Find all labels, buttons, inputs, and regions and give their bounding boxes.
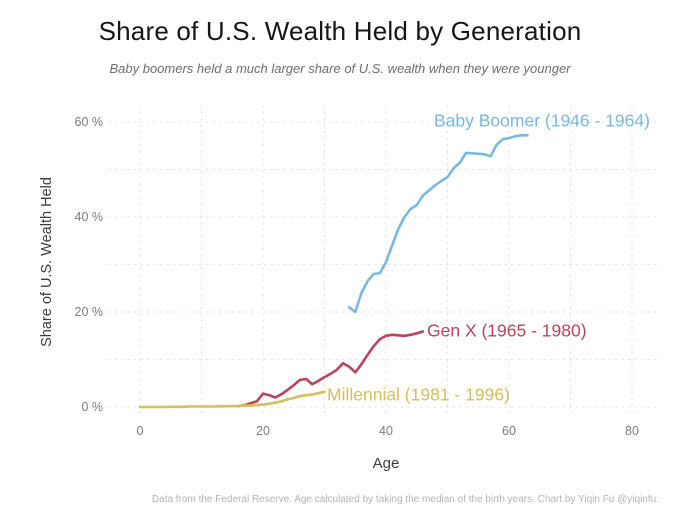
x-tick-label: 40 [379, 424, 393, 438]
series-label-baby: Baby Boomer (1946 - 1964) [434, 110, 650, 131]
y-tick-label: 20 % [74, 305, 104, 319]
series-line-baby [347, 134, 529, 314]
y-tick-label: 40 % [74, 210, 104, 224]
series-label-gen: Gen X (1965 - 1980) [427, 320, 587, 341]
y-tick-label: 0 % [81, 400, 103, 414]
series-line-gen [237, 330, 425, 408]
footer-credit: Data from the Federal Reserve. Age calcu… [151, 494, 659, 505]
y-tick-label: 60 % [74, 115, 104, 129]
chart-title: Share of U.S. Wealth Held by Generation [98, 16, 582, 46]
x-tick-label: 0 [136, 424, 144, 438]
x-tick-label: 60 [502, 424, 516, 438]
x-tick-label: 80 [625, 424, 639, 438]
series-label-millennial: Millennial (1981 - 1996) [327, 384, 510, 405]
series-line-millennial [138, 390, 326, 409]
chart-subtitle: Baby boomers held a much larger share of… [109, 61, 571, 76]
x-tick-label: 20 [256, 424, 270, 438]
x-axis-title: Age [372, 455, 400, 472]
